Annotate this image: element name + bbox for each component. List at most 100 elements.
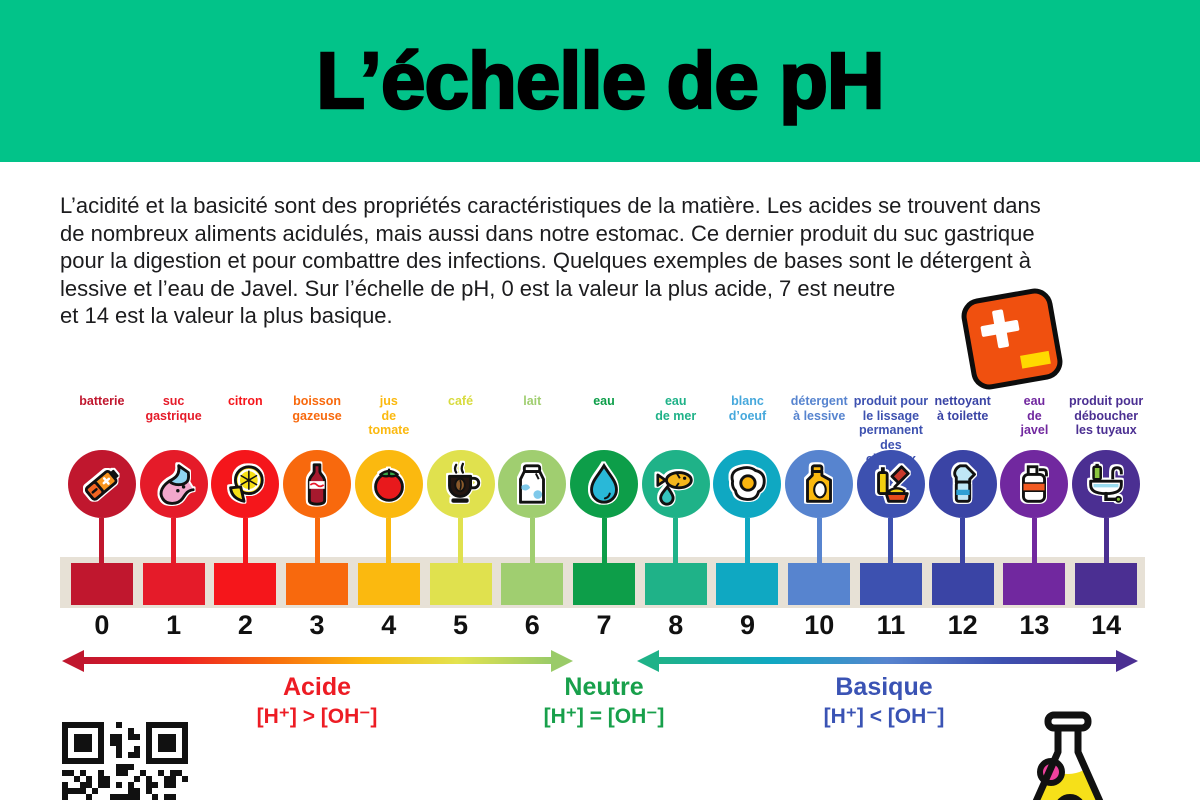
ph-color-bar	[931, 563, 994, 605]
ph-item-circle	[67, 450, 136, 518]
ph-item-circle	[856, 450, 925, 518]
page-title: L’échelle de pH	[315, 35, 886, 127]
ph-number: 3	[309, 610, 325, 640]
ph-item-stem	[601, 518, 607, 563]
ph-item-stem	[960, 518, 966, 563]
ph-column: suc gastrique 1	[138, 394, 210, 650]
legend-acid: Acide [H⁺] > [OH⁻]	[257, 674, 378, 729]
ph-item-circle	[1072, 450, 1141, 518]
ph-item-stem	[1031, 518, 1037, 563]
ph-column: eau de javel 13	[999, 394, 1071, 650]
ph-item-label: jus de tomate	[368, 394, 410, 437]
fish-icon	[653, 461, 699, 507]
ph-number: 13	[1019, 610, 1050, 640]
ph-item-circle	[1000, 450, 1069, 518]
ph-item-stem	[242, 518, 248, 563]
ph-item-label: eau de javel	[1020, 394, 1049, 437]
ph-color-bar	[357, 563, 420, 605]
ph-item-stem	[386, 518, 392, 563]
ph-item-stem	[816, 518, 822, 563]
ph-item-circle	[713, 450, 782, 518]
fried-egg-icon	[724, 461, 770, 507]
ph-number: 8	[668, 610, 684, 640]
ph-color-bar	[501, 563, 564, 605]
ph-color-bar	[1075, 563, 1138, 605]
ph-item-circle	[283, 450, 352, 518]
spray-bottle-icon	[940, 461, 986, 507]
ph-item-label: produit pour déboucher les tuyaux	[1069, 394, 1144, 437]
ph-item-stem	[529, 518, 535, 563]
ph-item-label: nettoyant à toilette	[934, 394, 991, 423]
ph-item-stem	[99, 518, 105, 563]
qr-code-icon	[62, 722, 188, 800]
ph-number: 5	[453, 610, 469, 640]
ph-number: 11	[876, 610, 906, 640]
ph-color-bar	[716, 563, 779, 605]
ph-column: détergent à lessive 10	[783, 394, 855, 650]
ph-item-label: eau	[593, 394, 615, 408]
ph-item-stem	[314, 518, 320, 563]
basic-arrow	[658, 657, 1116, 664]
ph-color-bar	[429, 563, 492, 605]
coffee-cup-icon	[438, 461, 484, 507]
ph-item-label: café	[448, 394, 474, 408]
stomach-icon	[151, 461, 197, 507]
ph-item-label: citron	[227, 394, 263, 408]
ph-item-label: eau de mer	[655, 394, 697, 423]
ph-number: 7	[596, 610, 612, 640]
erlenmeyer-flask-icon	[1032, 711, 1104, 800]
perm-kit-icon	[868, 461, 914, 507]
soda-bottle-icon	[294, 461, 340, 507]
ph-item-circle	[928, 450, 997, 518]
ph-item-circle	[570, 450, 638, 518]
milk-carton-icon	[509, 461, 555, 507]
bleach-jug-icon	[1011, 461, 1057, 507]
legend-basic: Basique [H⁺] < [OH⁻]	[824, 674, 945, 729]
legend-neutral-label: Neutre	[564, 673, 644, 701]
ph-columns: batterie 0 suc gastrique 1 citron	[66, 394, 1143, 650]
ph-number: 10	[804, 610, 835, 640]
legend-acid-formula: [H⁺] > [OH⁻]	[256, 705, 378, 728]
ph-item-circle	[785, 450, 854, 518]
ph-item-stem	[1103, 518, 1109, 563]
ph-column: produit pour déboucher les tuyaux 14	[1069, 394, 1143, 650]
ph-number: 6	[524, 610, 540, 640]
ph-column: citron 2	[209, 394, 281, 650]
ph-item-circle	[498, 450, 567, 518]
ph-column: produit pour le lissage permanent des ch…	[854, 394, 928, 650]
ph-number: 9	[739, 610, 755, 640]
ph-item-circle	[139, 450, 208, 518]
header-banner: L’échelle de pH	[0, 0, 1200, 162]
lemon-icon	[222, 461, 268, 507]
ph-column: batterie 0	[66, 394, 138, 650]
ph-column: café 5	[425, 394, 497, 650]
ph-item-circle	[426, 450, 495, 518]
ph-column: nettoyant à toilette 12	[927, 394, 999, 650]
ph-number: 14	[1091, 610, 1122, 640]
ph-color-bar	[214, 563, 277, 605]
legend-acid-label: Acide	[282, 673, 352, 701]
legend-neutral: Neutre [H⁺] = [OH⁻]	[544, 674, 665, 729]
ph-number: 2	[237, 610, 253, 640]
ph-color-bar	[142, 563, 205, 605]
acid-arrow-right-head	[551, 649, 573, 672]
ph-item-stem	[888, 518, 894, 563]
ph-item-label: détergent à lessive	[790, 394, 848, 423]
ph-item-label: suc gastrique	[145, 394, 202, 423]
ph-item-stem	[673, 518, 679, 563]
ph-column: blanc d’oeuf 9	[712, 394, 784, 650]
ph-item-stem	[744, 518, 750, 563]
ph-item-label: batterie	[79, 394, 125, 408]
plus-minus-icon	[958, 285, 1066, 393]
ph-number: 12	[947, 610, 978, 640]
sink-drain-icon	[1083, 461, 1129, 507]
ph-item-label: lait	[523, 394, 542, 408]
basic-arrow-right-head	[1116, 649, 1138, 672]
ph-color-bar	[286, 563, 349, 605]
ph-item-circle	[211, 450, 280, 518]
ph-column: lait 6	[496, 394, 568, 650]
ph-number: 1	[166, 610, 182, 640]
acid-arrow	[83, 657, 551, 664]
ph-item-circle	[641, 450, 710, 518]
